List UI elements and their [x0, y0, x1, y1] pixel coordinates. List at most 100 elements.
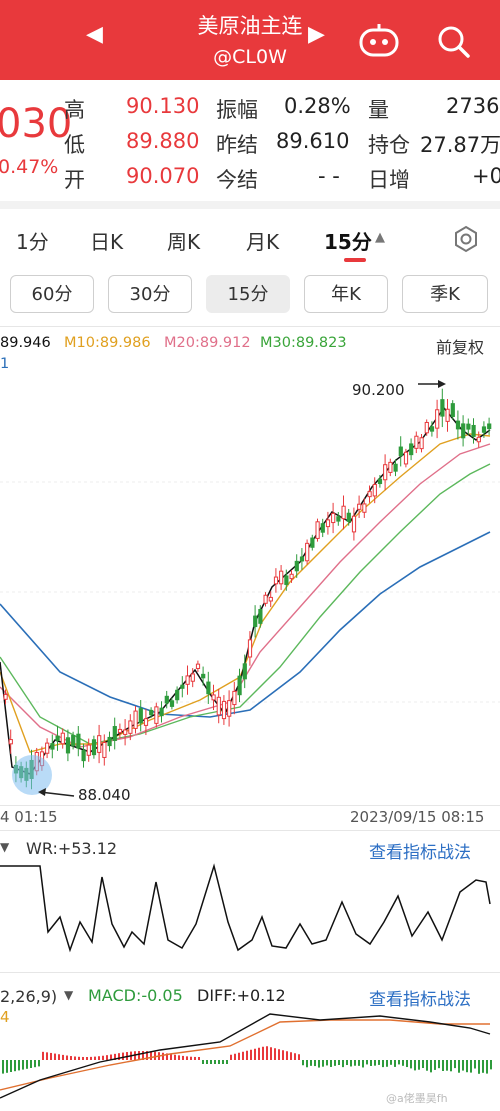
macd-histogram-bar [30, 1060, 32, 1068]
macd-dropdown-icon[interactable]: ▼ [64, 988, 74, 1002]
macd-histogram-bar [254, 1048, 256, 1060]
candle-body [227, 700, 232, 717]
candle-body [289, 573, 294, 580]
macd-histogram-bar [230, 1054, 232, 1060]
candle-body [466, 423, 471, 430]
tab-expand-caret-icon[interactable]: ▲ [375, 230, 385, 245]
macd-strategy-link[interactable]: 查看指标战法 [369, 990, 471, 1010]
macd-histogram-bar [330, 1060, 332, 1067]
sub-period-60min[interactable]: 60分 [10, 275, 94, 313]
candle-body [221, 700, 227, 720]
macd-histogram-bar [194, 1056, 196, 1060]
macd-histogram-bar [358, 1060, 360, 1066]
candle-body [294, 560, 299, 572]
macd-histogram-bar [50, 1052, 52, 1060]
macd-histogram-bar [58, 1054, 60, 1060]
candle-body [367, 491, 372, 498]
divider [0, 972, 500, 973]
tab-monthly[interactable]: 月K [246, 230, 280, 254]
candle-body [201, 673, 206, 679]
macd-histogram-bar [26, 1060, 28, 1069]
candle-body [341, 505, 346, 520]
price-adjust-label[interactable]: 前复权 [436, 338, 485, 357]
macd-histogram-bar [374, 1060, 376, 1066]
macd-histogram-bar [22, 1060, 24, 1070]
candle-body [195, 663, 201, 669]
app-header: ◀ 美原油主连 @CL0W ▶ [0, 0, 500, 80]
wr-strategy-link[interactable]: 查看指标战法 [369, 843, 471, 863]
macd-histogram-bar [346, 1060, 348, 1066]
candle-body [388, 461, 393, 473]
macd-histogram-bar [418, 1060, 420, 1070]
robot-assistant-icon[interactable] [358, 24, 400, 58]
candle-body [346, 512, 351, 522]
macd-histogram-bar [318, 1060, 320, 1068]
macd-histogram-bar [218, 1060, 220, 1064]
candle-body [3, 693, 8, 700]
macd-indicator-chart [0, 1013, 492, 1099]
low-value: 89.880 [126, 129, 200, 153]
candle-body [429, 426, 435, 432]
today-settle-label: 今结 [216, 168, 258, 192]
macd-histogram-bar [258, 1047, 260, 1060]
high-arrow-head-icon [438, 380, 446, 388]
tab-daily[interactable]: 日K [90, 230, 124, 254]
ma60-line [0, 531, 491, 718]
candle-body [351, 515, 357, 533]
macd-histogram-bar [250, 1049, 252, 1060]
search-icon[interactable] [436, 24, 472, 60]
macd-histogram-bar [458, 1060, 460, 1073]
candle-body [377, 478, 383, 485]
macd-histogram-bar [86, 1056, 88, 1060]
diff-line [0, 1013, 491, 1099]
macd-histogram-bar [202, 1060, 204, 1064]
candle-body [268, 596, 273, 602]
ma60-value-partial: 1 [0, 356, 10, 372]
candle-body [86, 744, 91, 756]
tab-1min[interactable]: 1分 [16, 230, 49, 254]
candle-body [143, 718, 149, 726]
sub-period-30min[interactable]: 30分 [108, 275, 192, 313]
macd-params-label[interactable]: 2,26,9) [0, 987, 58, 1006]
macd-histogram-bar [34, 1060, 36, 1068]
candle-body [435, 409, 440, 429]
candle-body [185, 675, 190, 685]
candle-body [117, 728, 123, 734]
macd-histogram-bar [114, 1053, 116, 1060]
macd-histogram-bar [326, 1060, 328, 1066]
prev-contract-arrow-icon[interactable]: ◀ [86, 22, 103, 47]
crosshair-low-marker [12, 755, 52, 795]
macd-histogram-bar [278, 1049, 280, 1060]
candle-body [169, 700, 175, 707]
tab-15min[interactable]: 15分 [324, 230, 372, 254]
macd-histogram-bar [62, 1054, 64, 1060]
indicator-dropdown-icon[interactable]: ▼ [0, 840, 10, 854]
ma5-line [0, 406, 491, 775]
settings-gear-icon[interactable] [452, 225, 480, 253]
macd-histogram-bar [98, 1056, 100, 1060]
macd-histogram-bar [90, 1056, 92, 1060]
low-arrow-line [39, 791, 75, 797]
candle-body [190, 673, 195, 682]
candle-body [393, 463, 398, 472]
low-arrow-head-icon [38, 788, 46, 796]
next-contract-arrow-icon[interactable]: ▶ [308, 22, 325, 47]
macd-histogram-bar [146, 1051, 148, 1060]
candle-body [320, 523, 325, 533]
macd-histogram-bar [238, 1052, 240, 1060]
sub-period-yearly[interactable]: 年K [304, 275, 388, 313]
macd-histogram-bar [466, 1060, 468, 1073]
macd-histogram-bar [234, 1053, 236, 1060]
sub-period-15min[interactable]: 15分 [206, 275, 290, 313]
macd-histogram-bar [54, 1053, 56, 1060]
sub-period-quarterly[interactable]: 季K [402, 275, 488, 313]
open-interest-value: 27.87万 [420, 133, 500, 157]
candlestick-chart[interactable] [0, 372, 500, 806]
candle-body [305, 542, 310, 562]
tab-weekly[interactable]: 周K [167, 230, 201, 254]
candle-body [133, 710, 138, 729]
dea-line [0, 1019, 490, 1091]
candle-body [461, 423, 466, 439]
candle-body [65, 737, 71, 754]
macd-histogram-bar [482, 1060, 484, 1073]
